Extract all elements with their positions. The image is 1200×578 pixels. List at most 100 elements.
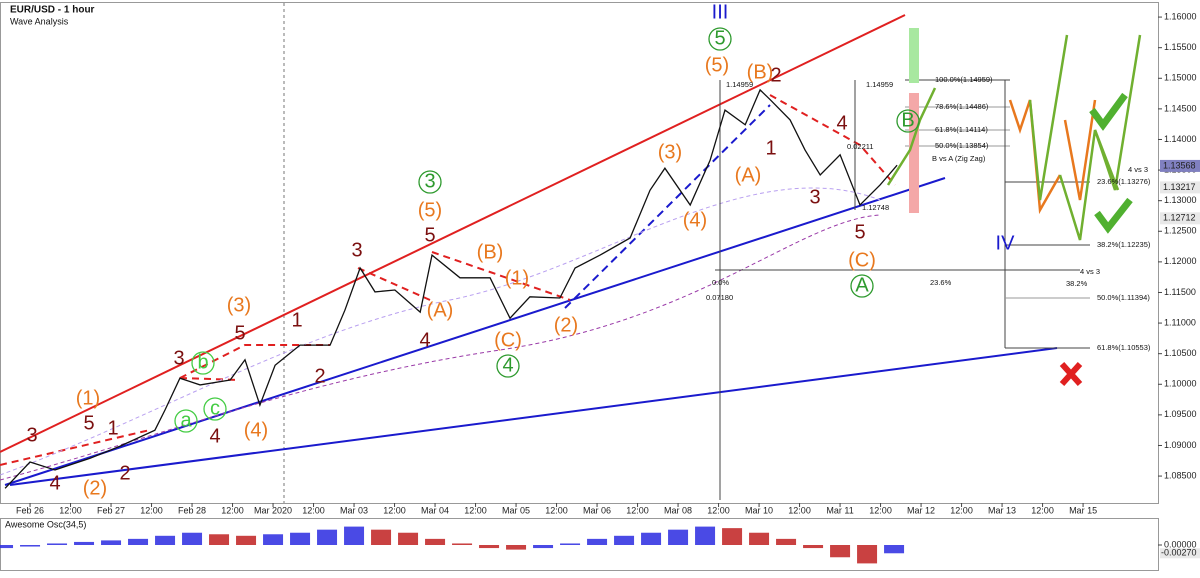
x-tick-label: 12:00 [788, 505, 811, 515]
y-tick-label: 1.16000 [1164, 11, 1197, 21]
y-tick-label: 1.12000 [1164, 256, 1197, 266]
y-tick-label: 1.13000 [1164, 195, 1197, 205]
wave-label: 4 [419, 329, 430, 351]
y-tick-label: 1.11500 [1164, 287, 1196, 297]
wave-label: (A) [427, 299, 454, 321]
invalid-mark [1059, 361, 1083, 387]
wave-label: 1 [765, 137, 776, 159]
osc-bar [317, 529, 338, 545]
osc-bar [695, 526, 716, 545]
wave-circle [191, 351, 215, 375]
wave-circle [850, 274, 874, 298]
projection-arrow [1093, 129, 1120, 191]
fib-lines [715, 79, 1090, 500]
osc-bar [398, 532, 419, 545]
osc-bar [452, 543, 473, 545]
wave-line [564, 104, 771, 309]
y-tick-label: 1.08500 [1164, 470, 1197, 480]
wave-label: a [180, 409, 192, 431]
wave-label: 4 [836, 112, 847, 134]
chart-title: EUR/USD - 1 hour [10, 5, 95, 16]
wave-label: 2 [314, 365, 325, 387]
wave-label: (4) [244, 419, 268, 441]
y-tick-label: 1.11000 [1164, 317, 1196, 327]
projections [886, 34, 1142, 387]
x-tick-label: Feb 27 [97, 505, 125, 515]
plot-frame [0, 2, 1159, 504]
osc-bar [533, 545, 554, 549]
osc-current-marker [1160, 548, 1200, 559]
target-zone [909, 28, 919, 83]
osc-bar [830, 545, 851, 558]
fib-label: 4 vs 3 [1128, 165, 1148, 174]
wave-circle [203, 397, 227, 421]
osc-bar [506, 545, 527, 550]
fib-label: 4 vs 3 [1080, 267, 1100, 276]
wave-label: 3 [351, 239, 362, 261]
fib-label: 0.02211 [847, 142, 874, 151]
wave-label: (A) [735, 164, 762, 186]
osc-bar [209, 534, 230, 545]
projection-arrow [886, 87, 937, 186]
wave-label: 2 [770, 64, 781, 86]
price-marker-label: 1.12712 [1163, 213, 1196, 223]
fib-label: 1.14959 [866, 80, 893, 89]
projection-arrow [1028, 34, 1069, 201]
osc-bar [47, 543, 68, 545]
osc-bar [290, 532, 311, 545]
price-marker [1160, 212, 1200, 225]
fib-label: 100.0%(1.14959) [935, 75, 993, 84]
wave-circle [708, 27, 732, 51]
price-marker [1160, 159, 1200, 172]
y-tick-label: 1.12500 [1164, 226, 1197, 236]
wave-label: (3) [227, 294, 251, 316]
check-mark [1094, 197, 1133, 234]
x-tick-label: Mar 2020 [254, 505, 292, 515]
wave-label: A [855, 274, 869, 296]
x-tick-label: 12:00 [1031, 505, 1054, 515]
osc-bar [776, 538, 797, 545]
y-tick-label: 1.10000 [1164, 379, 1197, 389]
osc-bar [101, 540, 122, 545]
wave-label: 5 [424, 224, 435, 246]
wave-label: III [712, 1, 729, 23]
fib-label: 1.14959 [726, 80, 753, 89]
osc-tick-label: 0.00000 [1164, 539, 1197, 549]
x-tick-label: Mar 10 [745, 505, 773, 515]
wave-label: (C) [848, 249, 876, 271]
wave-label: 5 [714, 27, 725, 49]
x-tick-label: 12:00 [383, 505, 406, 515]
fib-label: 23.6% [930, 278, 952, 287]
wave-label: 3 [809, 186, 820, 208]
wave-label: IV [996, 232, 1016, 254]
x-tick-label: 12:00 [869, 505, 892, 515]
osc-bar [371, 529, 392, 545]
osc-bar [749, 532, 770, 545]
wave-label: (B) [747, 61, 774, 83]
osc-bar [614, 535, 635, 545]
x-tick-label: 12:00 [545, 505, 568, 515]
x-tick-label: 12:00 [302, 505, 325, 515]
wave-label: 4 [502, 354, 513, 376]
wave-label: 5 [854, 221, 865, 243]
fib-label: 38.2% [1066, 279, 1088, 288]
osc-bar [803, 545, 824, 549]
osc-bar [344, 526, 365, 545]
x-tick-label: Mar 11 [826, 505, 853, 515]
wave-label: B [901, 109, 914, 131]
x-tick-label: 12:00 [59, 505, 82, 515]
wave-label: 3 [173, 347, 184, 369]
y-tick-label: 1.14000 [1164, 134, 1197, 144]
osc-bar [0, 545, 14, 549]
check-mark [1089, 92, 1128, 131]
x-tick-label: Mar 04 [421, 505, 449, 515]
x-tick-label: Mar 15 [1069, 505, 1097, 515]
wave-label: b [197, 351, 208, 373]
wave-label: (1) [76, 387, 100, 409]
wave-circle [896, 109, 920, 133]
osc-bar [182, 532, 203, 545]
y-tick-label: 1.09500 [1164, 409, 1197, 419]
osc-bar [587, 538, 608, 545]
fib-label: 0.07180 [706, 293, 733, 302]
